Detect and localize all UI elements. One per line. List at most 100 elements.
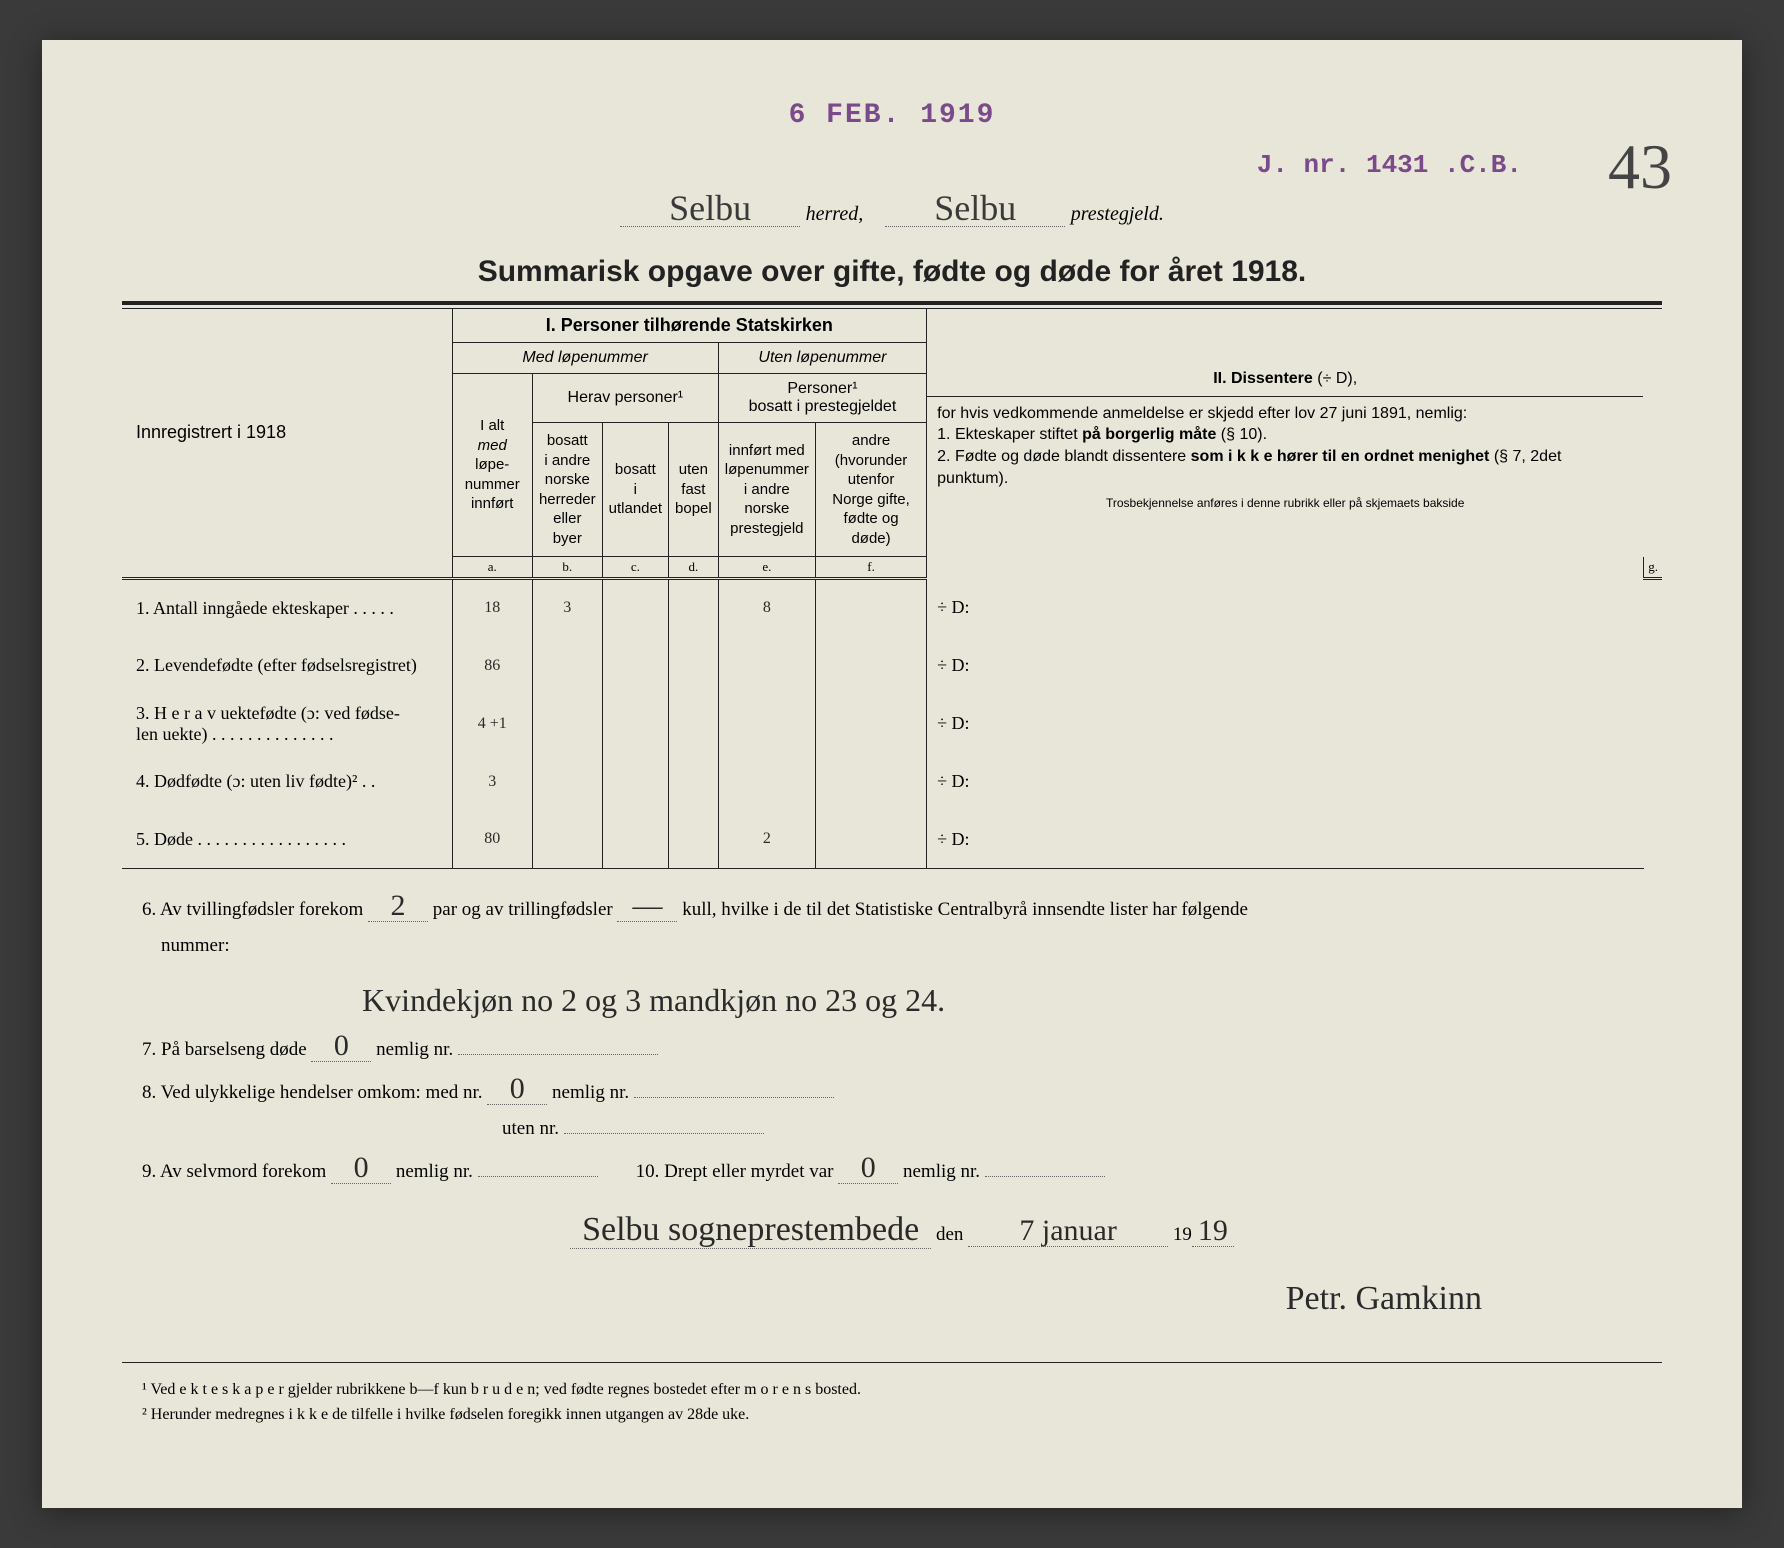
- header-innregistrert: Innregistrert i 1918: [122, 309, 452, 557]
- page-number-handwritten: 43: [1608, 130, 1672, 204]
- l10-text-b: nemlig nr.: [903, 1161, 980, 1182]
- cell-f: [815, 753, 926, 811]
- document-page: 6 FEB. 1919 J. nr. 1431 .C.B. 43 Selbu h…: [42, 40, 1742, 1508]
- prestegjeld-value: Selbu: [885, 190, 1065, 227]
- header-location-line: Selbu herred, Selbu prestegjeld.: [122, 190, 1662, 227]
- cell-a: 80: [452, 811, 532, 869]
- letter-c: c.: [602, 557, 668, 579]
- sig-year-prefix: 19: [1173, 1224, 1192, 1245]
- letter-g: g.: [1644, 557, 1662, 579]
- cell-a: 4 +1: [452, 695, 532, 753]
- l8-text-c: uten nr.: [142, 1118, 559, 1139]
- cell-a: 18: [452, 579, 532, 637]
- l9-text-a: 9. Av selvmord forekom: [142, 1161, 326, 1182]
- cell-d: [669, 695, 719, 753]
- header-uten-lopenummer: Uten løpenummer: [718, 343, 926, 374]
- row-label: 2. Levendefødte (efter fødselsregistret): [122, 637, 452, 695]
- table-row: 1. Antall inngåede ekteskaper . . . . . …: [122, 579, 1662, 637]
- cell-d: [669, 811, 719, 869]
- col-e-label: innført medløpenummeri andrenorskepreste…: [718, 423, 815, 557]
- cell-a: 3: [452, 753, 532, 811]
- summary-table: Innregistrert i 1918 I. Personer tilhøre…: [122, 309, 1662, 869]
- cell-c: [602, 579, 668, 637]
- header-herav: Herav personer¹: [532, 374, 718, 423]
- herred-label: herred,: [806, 203, 864, 225]
- dissentere-note: Trosbekjennelse anføres i denne rubrikk …: [937, 495, 1633, 511]
- cell-e: [718, 753, 815, 811]
- cell-g: ÷ D:: [937, 597, 969, 617]
- stamp-journal-number: J. nr. 1431 .C.B.: [1257, 150, 1522, 180]
- dissentere-item-2: 2. Fødte og døde blandt dissentere som i…: [937, 448, 1561, 487]
- l6-text-d: nummer:: [161, 935, 230, 956]
- footnote-2: ² Herunder medregnes i k k e de tilfelle…: [142, 1402, 1662, 1428]
- l9-blank: [478, 1176, 598, 1177]
- table-row: 2. Levendefødte (efter fødselsregistret)…: [122, 637, 1662, 695]
- sig-den: den: [936, 1224, 963, 1245]
- l9-text-b: nemlig nr.: [396, 1161, 473, 1182]
- cell-e: 2: [718, 811, 815, 869]
- l7-blank: [458, 1054, 658, 1055]
- l7-text-a: 7. På barselseng døde: [142, 1039, 307, 1060]
- cell-b: [532, 753, 602, 811]
- letter-f: f.: [815, 557, 926, 579]
- cell-f: [815, 579, 926, 637]
- cell-a: 86: [452, 637, 532, 695]
- line-7: 7. På barselseng døde 0 nemlig nr.: [142, 1031, 1662, 1068]
- line-6: 6. Av tvillingfødsler forekom 2 par og a…: [142, 891, 1662, 964]
- sig-place: Selbu sogneprestembede: [570, 1211, 931, 1249]
- sig-date: 7 januar: [968, 1216, 1168, 1247]
- table-body: 1. Antall inngåede ekteskaper . . . . . …: [122, 579, 1662, 869]
- cell-d: [669, 579, 719, 637]
- l6-value-triplets: —: [617, 891, 677, 922]
- l8-value: 0: [487, 1074, 547, 1105]
- cell-c: [602, 811, 668, 869]
- cell-e: [718, 637, 815, 695]
- table-header: Innregistrert i 1918 I. Personer tilhøre…: [122, 309, 1662, 579]
- row-label: 5. Døde . . . . . . . . . . . . . . . . …: [122, 811, 452, 869]
- signature-date-line: Selbu sogneprestembede den 7 januar 1919: [142, 1198, 1662, 1263]
- l6-value-twins: 2: [368, 891, 428, 922]
- header-personer-bosatt: Personer¹bosatt i prestegjeldet: [718, 374, 926, 423]
- l8-text-b: nemlig nr.: [552, 1082, 629, 1103]
- l8-text-a: 8. Ved ulykkelige hendelser omkom: med n…: [142, 1082, 483, 1103]
- cell-g: ÷ D:: [937, 771, 969, 791]
- dissentere-title: II. Dissentere: [1213, 370, 1313, 387]
- row-label: 1. Antall inngåede ekteskaper . . . . .: [122, 579, 452, 637]
- cell-g: ÷ D:: [937, 713, 969, 733]
- rule-top-thick: [122, 301, 1662, 305]
- line-9-10: 9. Av selvmord forekom 0 nemlig nr. 10. …: [142, 1153, 1662, 1190]
- letter-a: a.: [452, 557, 532, 579]
- table-row: 5. Døde . . . . . . . . . . . . . . . . …: [122, 811, 1662, 869]
- col-d-label: utenfastbopel: [669, 423, 719, 557]
- col-f-label: andre(hvorunderutenforNorge gifte,fødte …: [815, 423, 926, 557]
- cell-g: ÷ D:: [937, 655, 969, 675]
- dissentere-item-1: 1. Ekteskaper stiftet på borgerlig måte …: [937, 426, 1267, 443]
- col-c-label: bosattiutlandet: [602, 423, 668, 557]
- letter-d: d.: [669, 557, 719, 579]
- l10-blank: [985, 1176, 1105, 1177]
- section-dissentere: II. Dissentere (÷ D), for hvis vedkommen…: [927, 309, 1644, 579]
- prestegjeld-label: prestegjeld.: [1071, 203, 1164, 225]
- lower-form-section: 6. Av tvillingfødsler forekom 2 par og a…: [122, 891, 1662, 1332]
- l6-handwritten-numbers: Kvindekjøn no 2 og 3 mandkjøn no 23 og 2…: [142, 970, 1662, 1031]
- sig-year: 19: [1192, 1216, 1234, 1247]
- row-label: 3. H e r a v uektefødte (ɔ: ved fødse- l…: [122, 695, 452, 753]
- l10-text-a: 10. Drept eller myrdet var: [636, 1161, 834, 1182]
- cell-d: [669, 637, 719, 695]
- l8-blank-1: [634, 1097, 834, 1098]
- l7-value: 0: [311, 1031, 371, 1062]
- col-b-label: bosatti andrenorskeherrederellerbyer: [532, 423, 602, 557]
- letter-b: b.: [532, 557, 602, 579]
- herred-value: Selbu: [620, 190, 800, 227]
- cell-b: [532, 637, 602, 695]
- cell-b: [532, 695, 602, 753]
- col-a-label: I altmed løpe-nummerinnført: [452, 374, 532, 557]
- footnote-1: ¹ Ved e k t e s k a p e r gjelder rubrik…: [142, 1377, 1662, 1403]
- cell-d: [669, 753, 719, 811]
- cell-b: 3: [532, 579, 602, 637]
- dissentere-suffix: (÷ D),: [1317, 370, 1357, 387]
- section-statskirken: I. Personer tilhørende Statskirken: [452, 309, 927, 343]
- letter-e: e.: [718, 557, 815, 579]
- signature-name: Petr. Gamkinn: [142, 1267, 1662, 1332]
- cell-g: ÷ D:: [937, 829, 969, 849]
